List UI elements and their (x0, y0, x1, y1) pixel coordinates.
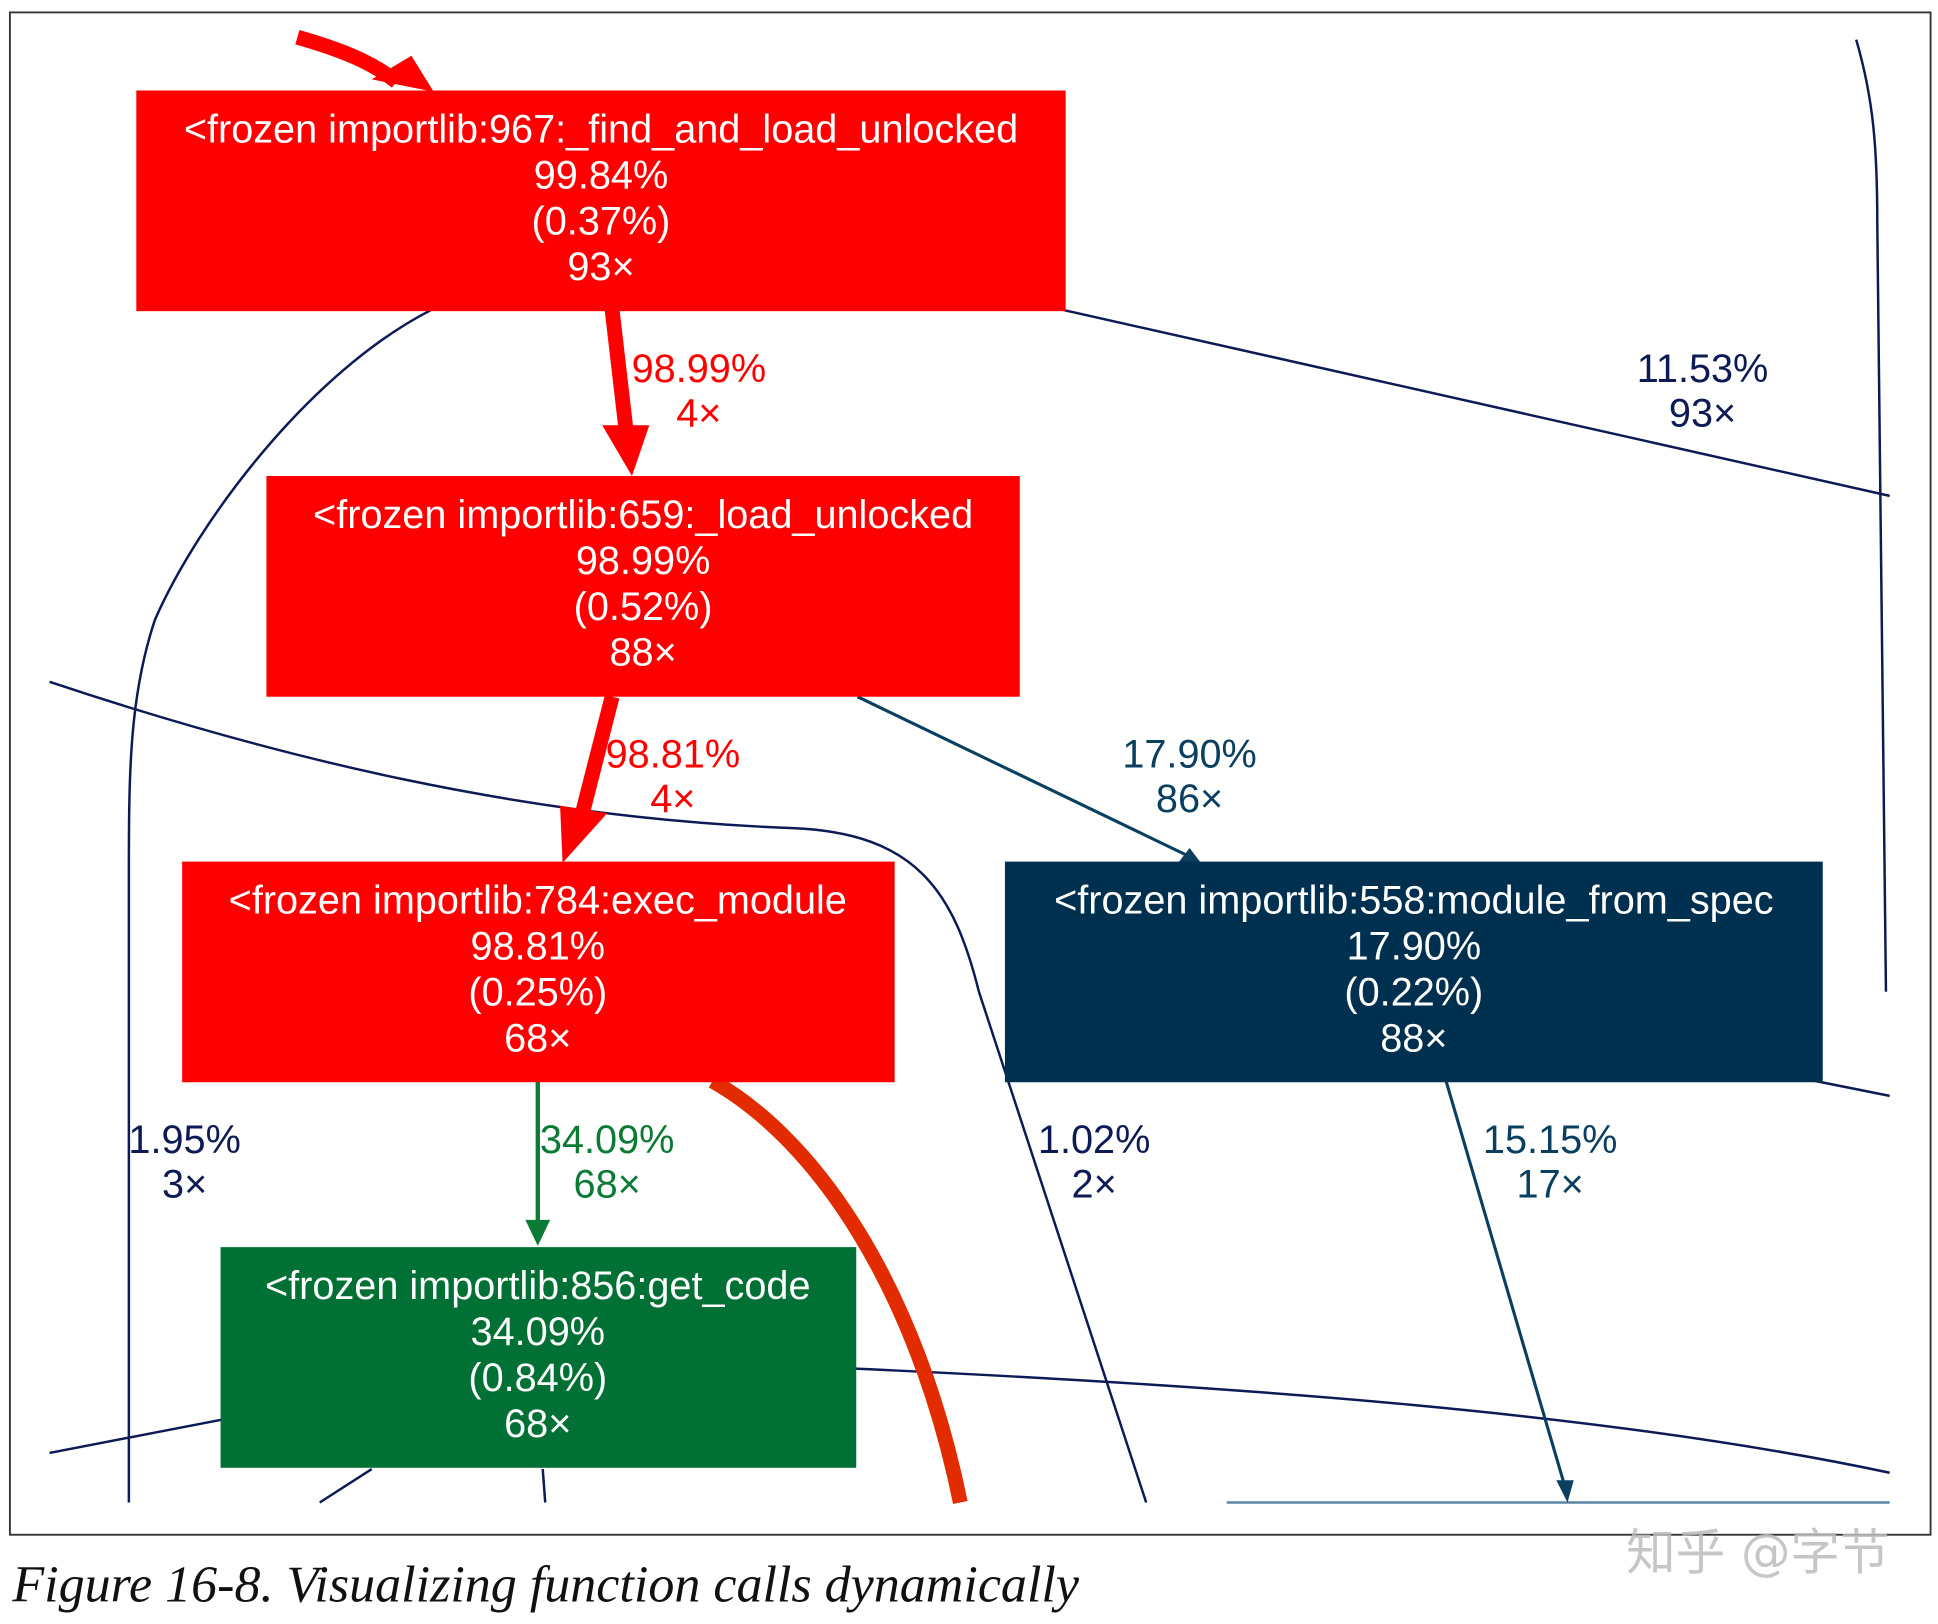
label-find-to-load-calls: 4× (676, 391, 721, 435)
node-module-from-spec-calls: 88× (1380, 1016, 1447, 1060)
label-load-to-spec-percent: 17.90% (1122, 732, 1256, 776)
edge-incoming-top-arrowhead (371, 55, 434, 92)
label-middle-curve-percent: 1.02% (1038, 1118, 1150, 1162)
figure-caption: Figure 16-8. Visualizing function calls … (11, 1557, 1079, 1614)
label-find-right-percent: 11.53% (1637, 347, 1769, 391)
edge-left-curve (127, 308, 432, 1503)
edge-exec-to-getcode-arrowhead (525, 1219, 551, 1246)
node-load-unlocked-title: <frozen importlib:659:_load_unlocked (313, 493, 973, 537)
node-load-unlocked-total: 98.99% (576, 539, 710, 583)
node-exec-module[interactable]: <frozen importlib:784:exec_module 98.81%… (182, 861, 895, 1083)
label-spec-down-percent: 15.15% (1483, 1118, 1617, 1162)
node-exec-module-self: (0.25%) (468, 970, 607, 1014)
node-find-and-load-unlocked[interactable]: <frozen importlib:967:_find_and_load_unl… (136, 90, 1066, 312)
edge-load-to-exec (575, 694, 620, 816)
node-module-from-spec-title: <frozen importlib:558:module_from_spec (1054, 879, 1774, 923)
node-get-code-self: (0.84%) (468, 1356, 607, 1400)
node-find-and-load-unlocked-calls: 93× (567, 245, 634, 289)
edge-find-to-load-arrowhead (602, 425, 650, 477)
edge-spec-down-arrowhead (1556, 1480, 1574, 1503)
node-get-code-box (220, 1247, 857, 1468)
node-module-from-spec-total: 17.90% (1347, 925, 1481, 969)
node-find-and-load-unlocked-box (136, 90, 1066, 312)
node-exec-module-box (182, 861, 895, 1083)
edge-find-right (1062, 308, 1890, 498)
edge-right-border-curve (1855, 39, 1888, 992)
label-spec-down-calls: 17× (1517, 1163, 1584, 1207)
node-find-and-load-unlocked-title: <frozen importlib:967:_find_and_load_unl… (184, 108, 1018, 152)
node-exec-module-calls: 68× (504, 1016, 571, 1060)
node-load-unlocked[interactable]: <frozen importlib:659:_load_unlocked 98.… (266, 476, 1020, 697)
edge-load-to-spec-arrowhead (1177, 847, 1202, 865)
node-exec-module-total: 98.81% (471, 925, 605, 969)
label-middle-curve-calls: 2× (1072, 1163, 1117, 1207)
label-find-to-load-percent: 98.99% (632, 347, 766, 391)
node-get-code-calls: 68× (504, 1402, 571, 1446)
edge-spec-right (1815, 1079, 1890, 1098)
label-exec-to-getcode-calls: 68× (574, 1163, 641, 1207)
node-module-from-spec-self: (0.22%) (1344, 970, 1483, 1014)
edge-find-to-load (604, 309, 634, 429)
edge-load-to-spec (856, 695, 1188, 857)
edge-exec-orange-curve (708, 1074, 968, 1504)
watermark-text: 知乎 @字节 (1626, 1523, 1890, 1581)
node-find-and-load-unlocked-self: (0.37%) (532, 199, 671, 243)
node-module-from-spec[interactable]: <frozen importlib:558:module_from_spec 1… (1004, 861, 1823, 1083)
label-exec-to-getcode-percent: 34.09% (540, 1118, 674, 1162)
label-load-to-exec-percent: 98.81% (606, 732, 740, 776)
node-get-code-total: 34.09% (471, 1310, 605, 1354)
edge-getcode-right (854, 1367, 1890, 1474)
node-module-from-spec-box (1004, 861, 1823, 1083)
node-load-unlocked-calls: 88× (609, 631, 676, 675)
edge-getcode-down-left (319, 1467, 373, 1504)
edge-load-to-exec-arrowhead (560, 805, 608, 863)
node-load-unlocked-box (266, 476, 1020, 697)
node-exec-module-title: <frozen importlib:784:exec_module (229, 879, 847, 923)
edge-spec-down (1444, 1080, 1566, 1484)
node-load-unlocked-self: (0.52%) (574, 585, 713, 629)
label-left-curve-calls: 3× (162, 1163, 207, 1207)
label-load-to-exec-calls: 4× (650, 777, 695, 821)
node-get-code-title: <frozen importlib:856:get_code (265, 1264, 811, 1308)
node-get-code[interactable]: <frozen importlib:856:get_code 34.09% (0… (220, 1247, 857, 1468)
node-find-and-load-unlocked-total: 99.84% (534, 153, 668, 197)
label-load-to-spec-calls: 86× (1156, 777, 1223, 821)
label-find-right-calls: 93× (1669, 391, 1736, 435)
edge-getcode-down-mid (541, 1468, 547, 1503)
edge-getcode-left (49, 1418, 224, 1455)
edge-middle-curve (49, 680, 1148, 1503)
label-left-curve-percent: 1.95% (128, 1118, 240, 1162)
